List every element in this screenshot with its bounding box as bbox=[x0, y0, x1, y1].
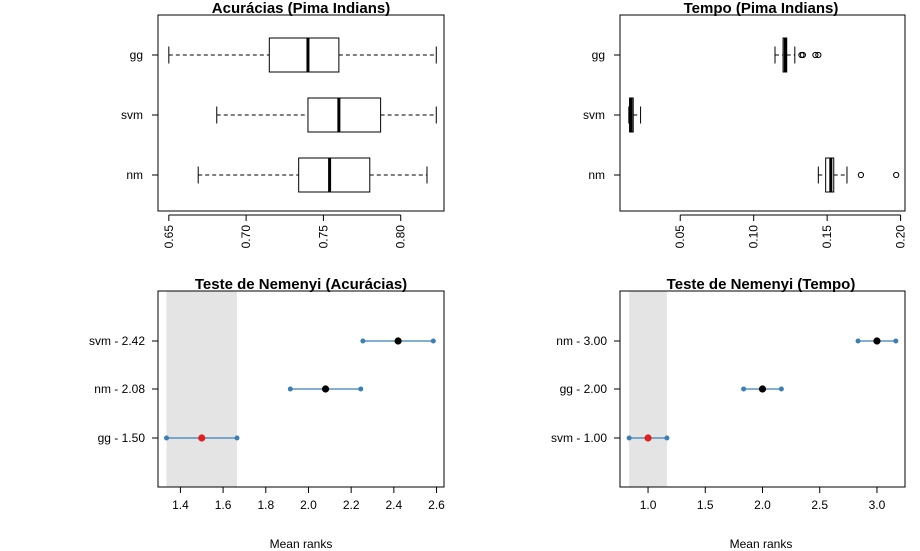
mean-rank-point bbox=[873, 337, 881, 345]
category-label: gg bbox=[592, 48, 605, 62]
x-tick-label: 0.65 bbox=[162, 225, 176, 249]
category-label: gg - 2.00 bbox=[560, 382, 608, 396]
x-tick-label: 1.6 bbox=[215, 498, 232, 512]
nemenyi-accuracy-title: Teste de Nemenyi (Acurácias) bbox=[195, 276, 407, 293]
x-tick-label: 2.0 bbox=[754, 498, 771, 512]
nemenyi-accuracy-panel: Teste de Nemenyi (Acurácias) Mean ranks … bbox=[89, 276, 445, 551]
x-tick-label: 1.5 bbox=[697, 498, 714, 512]
box bbox=[307, 97, 382, 133]
x-tick-label: 1.4 bbox=[172, 498, 189, 512]
rank-interval-high-point bbox=[234, 435, 240, 441]
nemenyi-time-xlabel: Mean ranks bbox=[730, 537, 793, 551]
category-label: nm - 3.00 bbox=[556, 334, 607, 348]
x-tick-label: 3.0 bbox=[869, 498, 886, 512]
time-boxplot-panel: Tempo (Pima Indians) 0.05 0.10 0.15 0.20 gg s… bbox=[583, 0, 908, 248]
mean-rank-point bbox=[758, 385, 767, 393]
x-tick-label: 2.2 bbox=[343, 498, 360, 512]
accuracy-plot-frame bbox=[157, 14, 445, 212]
category-label: gg - 1.50 bbox=[98, 431, 146, 445]
outlier-point bbox=[893, 171, 900, 179]
rank-interval-low-point bbox=[164, 435, 170, 441]
x-tick-label: 0.70 bbox=[239, 225, 253, 249]
x-tick-label: 2.6 bbox=[428, 498, 445, 512]
category-label: svm bbox=[121, 108, 143, 122]
box bbox=[298, 157, 371, 193]
critical-difference-band bbox=[166, 291, 237, 487]
x-tick-label: 0.10 bbox=[747, 225, 761, 249]
rank-interval-low-point bbox=[360, 338, 366, 344]
rank-interval-high-point bbox=[430, 338, 436, 344]
box bbox=[268, 37, 340, 73]
x-tick-label: 0.05 bbox=[673, 225, 687, 249]
accuracy-boxplot-title: Acurácias (Pima Indians) bbox=[212, 0, 390, 17]
category-label: gg bbox=[130, 48, 143, 62]
mean-rank-point bbox=[394, 337, 402, 345]
category-label: svm - 2.42 bbox=[89, 334, 145, 348]
rank-interval-low-point bbox=[855, 338, 861, 344]
x-tick-label: 2.5 bbox=[811, 498, 828, 512]
outlier-point bbox=[812, 51, 819, 59]
x-tick-label: 1.8 bbox=[257, 498, 274, 512]
outlier-point bbox=[815, 51, 822, 59]
x-tick-label: 0.75 bbox=[316, 225, 330, 249]
nemenyi-time-panel: Teste de Nemenyi (Tempo) Mean ranks 1.0 1… bbox=[551, 276, 906, 551]
x-tick-label: 0.15 bbox=[820, 225, 834, 249]
x-tick-label: 0.20 bbox=[894, 225, 908, 249]
outlier-point bbox=[799, 51, 806, 59]
x-tick-label: 2.0 bbox=[300, 498, 317, 512]
mean-rank-point bbox=[321, 385, 330, 393]
category-label: nm - 2.08 bbox=[94, 382, 145, 396]
time-boxplot-title: Tempo (Pima Indians) bbox=[684, 0, 839, 17]
rank-interval-low-point bbox=[287, 386, 293, 392]
rank-interval-high-point bbox=[893, 338, 899, 344]
rank-interval-high-point bbox=[778, 386, 784, 392]
x-tick-label: 2.4 bbox=[385, 498, 402, 512]
x-tick-label: 1.0 bbox=[640, 498, 657, 512]
category-label: nm bbox=[588, 168, 605, 182]
mean-rank-point bbox=[644, 434, 652, 442]
mean-rank-point bbox=[198, 434, 206, 442]
accuracy-boxplot-panel: Acurácias (Pima Indians) 0.65 0.70 0.75 0.8… bbox=[121, 0, 445, 249]
rank-interval-low-point bbox=[741, 386, 747, 392]
category-label: svm bbox=[583, 108, 605, 122]
rank-interval-low-point bbox=[626, 435, 632, 441]
outlier-point bbox=[857, 171, 865, 179]
time-plot-frame bbox=[619, 14, 906, 212]
category-label: nm bbox=[126, 168, 143, 182]
nemenyi-time-title: Teste de Nemenyi (Tempo) bbox=[667, 276, 856, 293]
critical-difference-band bbox=[629, 291, 667, 487]
category-label: svm - 1.00 bbox=[551, 431, 607, 445]
x-tick-label: 0.80 bbox=[394, 225, 408, 249]
rank-interval-high-point bbox=[358, 386, 364, 392]
rank-interval-high-point bbox=[664, 435, 670, 441]
nemenyi-accuracy-xlabel: Mean ranks bbox=[270, 537, 333, 551]
